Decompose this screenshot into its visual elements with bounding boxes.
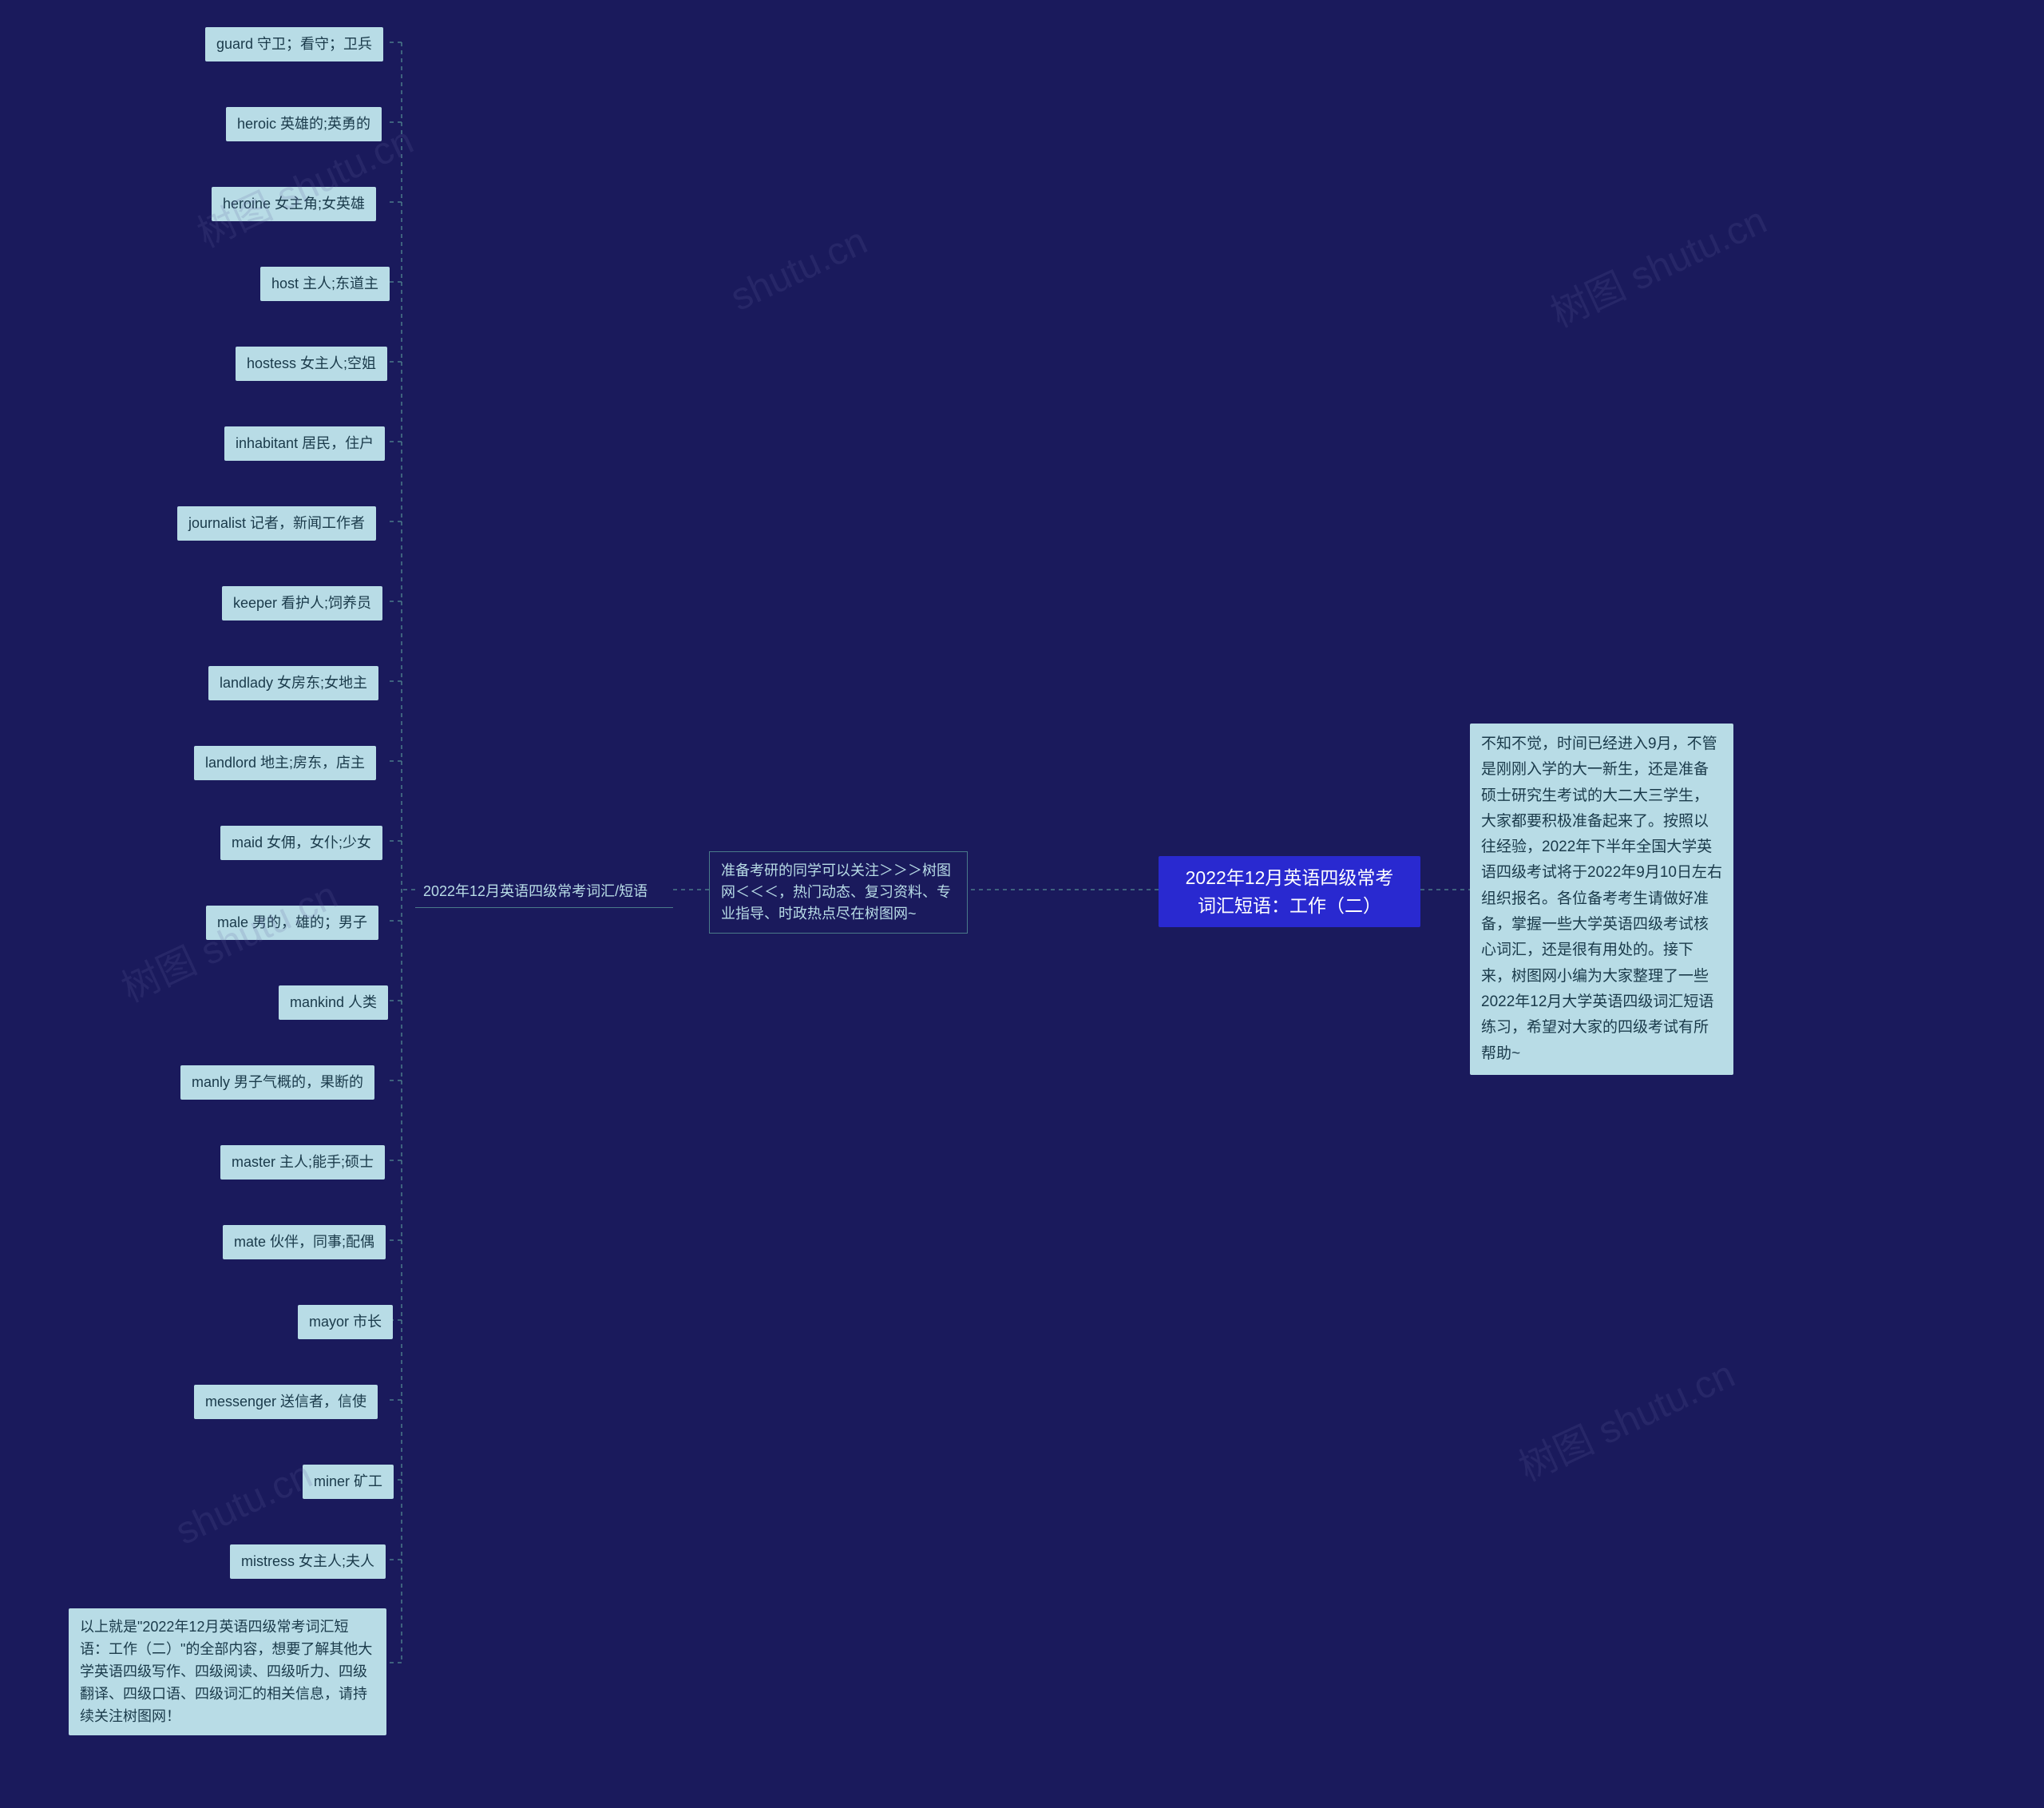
leaf-node: male 男的，雄的；男子 xyxy=(206,906,378,940)
leaf-node: heroic 英雄的;英勇的 xyxy=(226,107,382,141)
leaf-node: master 主人;能手;硕士 xyxy=(220,1145,385,1180)
leaf-node: manly 男子气概的，果断的 xyxy=(180,1065,374,1100)
root-title-line2: 词汇短语：工作（二） xyxy=(1170,892,1409,920)
description-node: 不知不觉，时间已经进入9月，不管是刚刚入学的大一新生，还是准备硕士研究生考试的大… xyxy=(1470,724,1733,1075)
watermark: shutu.cn xyxy=(169,1453,319,1554)
root-node: 2022年12月英语四级常考 词汇短语：工作（二） xyxy=(1159,856,1420,927)
root-title-line1: 2022年12月英语四级常考 xyxy=(1170,864,1409,892)
leaf-node: landlord 地主;房东，店主 xyxy=(194,746,376,780)
leaf-node: keeper 看护人;饲养员 xyxy=(222,586,382,621)
leaf-node: mistress 女主人;夫人 xyxy=(230,1544,386,1579)
leaf-node: host 主人;东道主 xyxy=(260,267,390,301)
leaf-node: mankind 人类 xyxy=(279,985,388,1020)
summary-node: 以上就是"2022年12月英语四级常考词汇短语：工作（二）"的全部内容，想要了解… xyxy=(69,1608,386,1735)
section-node: 2022年12月英语四级常考词汇/短语 xyxy=(415,876,673,908)
leaf-node: heroine 女主角;女英雄 xyxy=(212,187,376,221)
leaf-node: hostess 女主人;空姐 xyxy=(236,347,387,381)
leaf-node: miner 矿工 xyxy=(303,1465,394,1499)
leaf-node: messenger 送信者，信使 xyxy=(194,1385,378,1419)
leaf-node: maid 女佣，女仆;少女 xyxy=(220,826,382,860)
leaf-node: mayor 市长 xyxy=(298,1305,393,1339)
leaf-node: guard 守卫；看守；卫兵 xyxy=(205,27,383,61)
watermark: 树图 shutu.cn xyxy=(1540,189,1774,338)
leaf-node: inhabitant 居民，住户 xyxy=(224,426,385,461)
mid-node: 准备考研的同学可以关注＞＞＞树图网＜＜＜，热门动态、复习资料、专业指导、时政热点… xyxy=(709,851,968,934)
leaf-node: landlady 女房东;女地主 xyxy=(208,666,378,700)
watermark: shutu.cn xyxy=(724,219,874,320)
watermark: 树图 shutu.cn xyxy=(1508,1343,1742,1492)
leaf-node: journalist 记者，新闻工作者 xyxy=(177,506,376,541)
leaf-node: mate 伙伴，同事;配偶 xyxy=(223,1225,386,1259)
